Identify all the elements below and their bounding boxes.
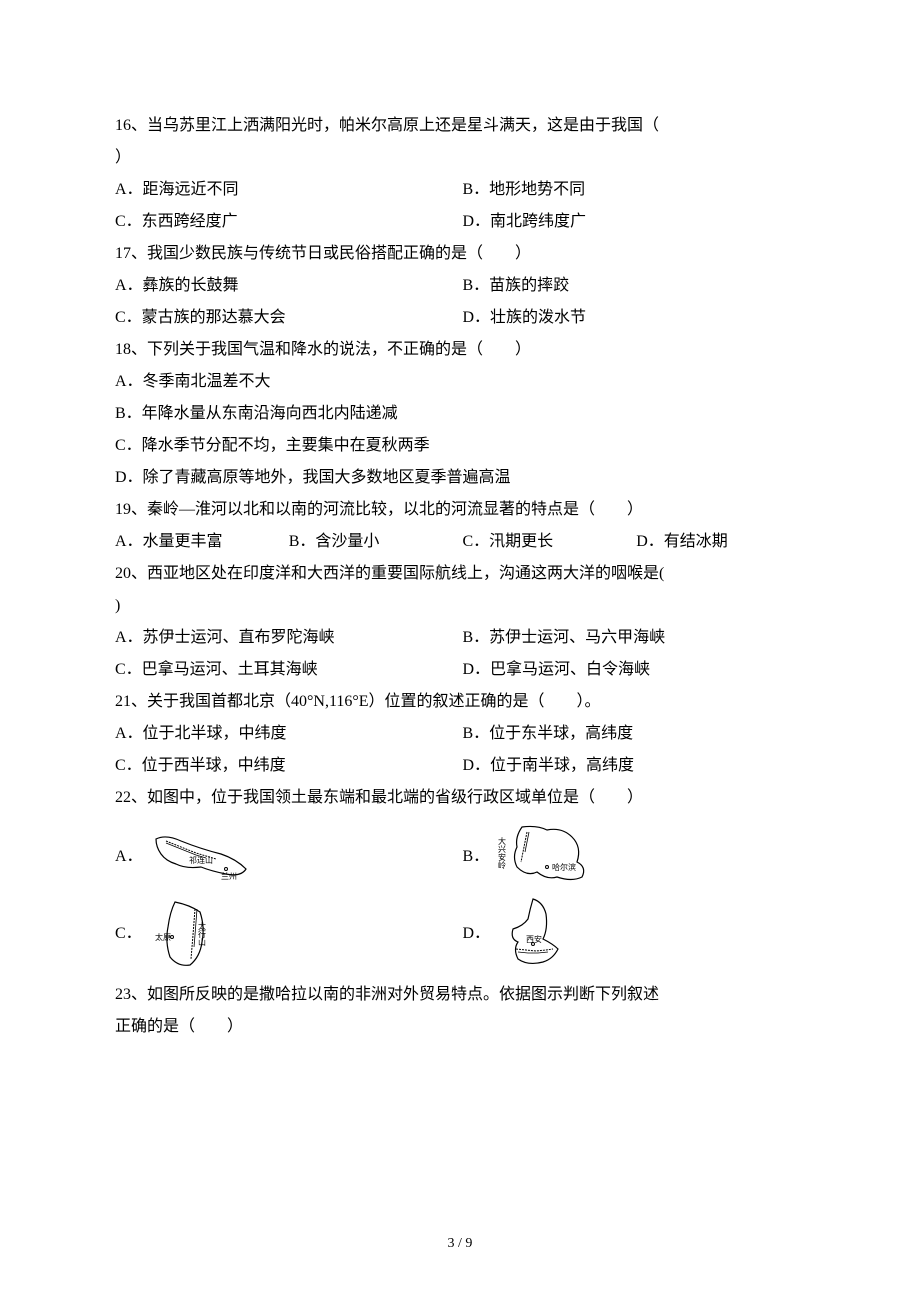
question-18: 18、下列关于我国气温和降水的说法，不正确的是（ ） A．冬季南北温差不大 B．… [115,334,810,494]
q21-row1: A．位于北半球，中纬度 B．位于东半球，高纬度 [115,718,810,750]
label-lanzhou: 兰州 [221,871,237,881]
label-taihang: 太行山 [197,921,206,947]
q16-close-paren: ） [115,142,810,174]
q16-opt-c: C．东西跨经度广 [115,206,463,238]
question-23: 23、如图所反映的是撒哈拉以南的非洲对外贸易特点。依据图示判断下列叙述 正确的是… [115,979,810,1043]
q18-opt-b: B．年降水量从东南沿海向西北内陆递减 [115,398,810,430]
q18-opt-d: D．除了青藏高原等地外，我国大多数地区夏季普遍高温 [115,462,810,494]
q22-letter-c: C． [115,918,142,950]
question-16: 16、当乌苏里江上洒满阳光时，帕米尔高原上还是星斗满天，这是由于我国（ ） A．… [115,110,810,238]
map-heilongjiang-icon: 大兴安岭 哈尔滨 [497,822,597,892]
q23-text2: 正确的是（ ） [115,1011,810,1043]
q21-opt-c: C．位于西半球，中纬度 [115,750,463,782]
label-taiyuan: 太原 [155,932,171,942]
q22-text: 22、如图中，位于我国领土最东端和最北端的省级行政区域单位是（ ） [115,782,810,814]
question-17: 17、我国少数民族与传统节日或民俗搭配正确的是（ ） A．彝族的长鼓舞 B．苗族… [115,238,810,334]
q17-opt-a: A．彝族的长鼓舞 [115,270,463,302]
q19-row: A．水量更丰富 B．含沙量小 C．汛期更长 D．有结冰期 [115,526,810,558]
question-20: 20、西亚地区处在印度洋和大西洋的重要国际航线上，沟通这两大洋的咽喉是( ) A… [115,558,810,686]
question-21: 21、关于我国首都北京（40°N,116°E）位置的叙述正确的是（ ）。 A．位… [115,686,810,782]
q17-opt-c: C．蒙古族的那达慕大会 [115,302,463,334]
q22-opt-b: B． 大兴安岭 哈尔滨 [463,819,811,894]
q19-opt-a: A．水量更丰富 [115,526,289,558]
q18-opt-a: A．冬季南北温差不大 [115,366,810,398]
q20-opt-d: D．巴拿马运河、白令海峡 [463,654,811,686]
q22-opt-a: A． 祁连山 兰州 [115,819,463,894]
q16-row2: C．东西跨经度广 D．南北跨纬度广 [115,206,810,238]
q21-opt-a: A．位于北半球，中纬度 [115,718,463,750]
q20-opt-a: A．苏伊士运河、直布罗陀海峡 [115,622,463,654]
q17-opt-d: D．壮族的泼水节 [463,302,811,334]
label-xian: 西安 [526,934,542,944]
q16-text: 16、当乌苏里江上洒满阳光时，帕米尔高原上还是星斗满天，这是由于我国（ [115,110,810,142]
q16-opt-b: B．地形地势不同 [463,174,811,206]
q23-text1: 23、如图所反映的是撒哈拉以南的非洲对外贸易特点。依据图示判断下列叙述 [115,979,810,1011]
q17-text: 17、我国少数民族与传统节日或民俗搭配正确的是（ ） [115,238,810,270]
q20-row2: C．巴拿马运河、土耳其海峡 D．巴拿马运河、白令海峡 [115,654,810,686]
q21-row2: C．位于西半球，中纬度 D．位于南半球，高纬度 [115,750,810,782]
q18-opt-c: C．降水季节分配不均，主要集中在夏秋两季 [115,430,810,462]
q20-row1: A．苏伊士运河、直布罗陀海峡 B．苏伊士运河、马六甲海峡 [115,622,810,654]
q16-row1: A．距海远近不同 B．地形地势不同 [115,174,810,206]
q21-text: 21、关于我国首都北京（40°N,116°E）位置的叙述正确的是（ ）。 [115,686,810,718]
q17-opt-b: B．苗族的摔跤 [463,270,811,302]
q22-map-options: A． 祁连山 兰州 B． 大兴安岭 哈尔滨 [115,819,810,974]
q19-opt-c: C．汛期更长 [463,526,637,558]
page-footer: 3 / 9 [0,1236,920,1252]
q21-opt-d: D．位于南半球，高纬度 [463,750,811,782]
question-22: 22、如图中，位于我国领土最东端和最北端的省级行政区域单位是（ ） A． 祁连山… [115,782,810,974]
label-daxinganling: 大兴安岭 [498,836,507,870]
question-19: 19、秦岭—淮河以北和以南的河流比较，以北的河流显著的特点是（ ） A．水量更丰… [115,494,810,558]
q16-opt-d: D．南北跨纬度广 [463,206,811,238]
q21-opt-b: B．位于东半球，高纬度 [463,718,811,750]
q22-opt-d: D． 西安 [463,894,811,974]
q19-opt-d: D．有结冰期 [636,526,810,558]
q22-letter-b: B． [463,841,490,873]
q20-opt-c: C．巴拿马运河、土耳其海峡 [115,654,463,686]
q19-opt-b: B．含沙量小 [289,526,463,558]
map-shaanxi-icon: 西安 [498,894,578,974]
map-shanxi-icon: 太原 太行山 [150,897,225,972]
q20-text: 20、西亚地区处在印度洋和大西洋的重要国际航线上，沟通这两大洋的咽喉是( [115,558,810,590]
q20-opt-b: B．苏伊士运河、马六甲海峡 [463,622,811,654]
q22-letter-a: A． [115,841,143,873]
map-gansu-icon: 祁连山 兰州 [151,829,261,884]
q22-opt-c: C． 太原 太行山 [115,894,463,974]
q16-opt-a: A．距海远近不同 [115,174,463,206]
q22-letter-d: D． [463,918,491,950]
q18-text: 18、下列关于我国气温和降水的说法，不正确的是（ ） [115,334,810,366]
document-content: 16、当乌苏里江上洒满阳光时，帕米尔高原上还是星斗满天，这是由于我国（ ） A．… [115,110,810,1043]
q17-row2: C．蒙古族的那达慕大会 D．壮族的泼水节 [115,302,810,334]
q20-close-paren: ) [115,590,810,622]
q17-row1: A．彝族的长鼓舞 B．苗族的摔跤 [115,270,810,302]
label-harbin: 哈尔滨 [552,862,576,872]
q19-text: 19、秦岭—淮河以北和以南的河流比较，以北的河流显著的特点是（ ） [115,494,810,526]
label-qilian: 祁连山 [189,855,213,865]
